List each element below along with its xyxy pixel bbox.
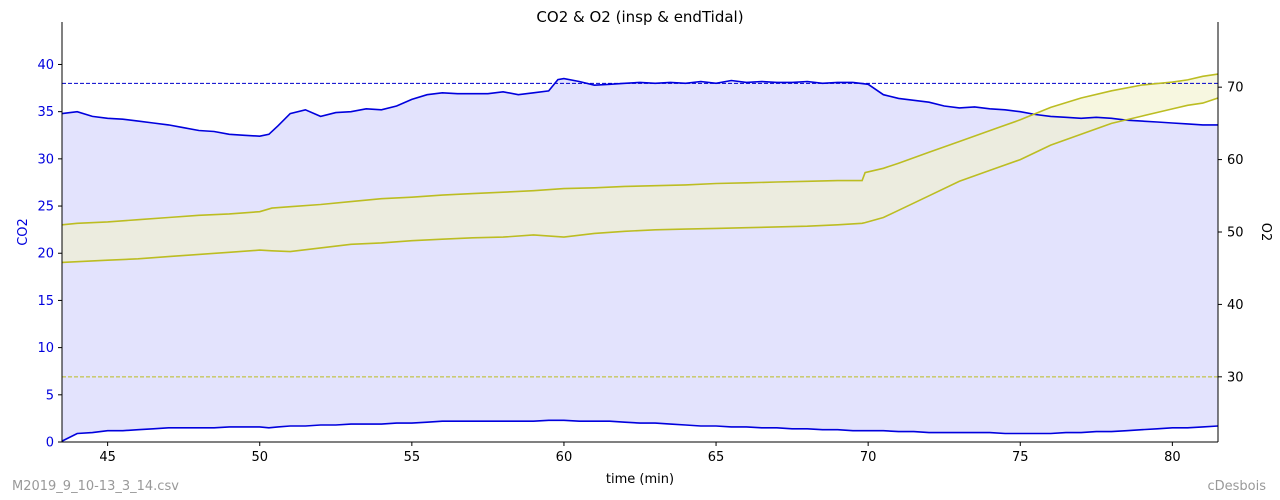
series-1-lower-line (61, 97, 1219, 264)
y-left-tick-label-35: 35 (37, 105, 54, 120)
y-right-tick-label-30: 30 (1227, 370, 1244, 385)
x-tick-label-45: 45 (99, 450, 116, 465)
x-tick-label-70: 70 (860, 450, 877, 465)
axes: 45 50 55 60 65 70 75 80 0 5 10 15 20 25 30 35 40 30 40 50 60… (37, 22, 1244, 465)
y-right-tick-label-70: 70 (1227, 81, 1244, 96)
source-file-label: M2019_9_10-13_3_14.csv (12, 479, 179, 494)
x-tick-label-55: 55 (404, 450, 421, 465)
y-left-tick-label-15: 15 (37, 294, 54, 309)
y-left-tick-label-25: 25 (37, 200, 54, 215)
x-tick-label-50: 50 (251, 450, 268, 465)
y-left-tick-label-0: 0 (46, 436, 54, 451)
series-1-upper-line (61, 73, 1219, 226)
y-left-tick-label-5: 5 (46, 388, 54, 403)
y-left-tick-label-40: 40 (37, 58, 54, 73)
author-label: cDesbois (1207, 479, 1266, 494)
y-right-tick-label-50: 50 (1227, 226, 1244, 241)
x-tick-label-65: 65 (708, 450, 725, 465)
x-axis-label: time (min) (606, 472, 674, 487)
x-tick-label-75: 75 (1012, 450, 1029, 465)
y-right-tick-label-60: 60 (1227, 153, 1244, 168)
series-0-upper-line (61, 77, 1218, 138)
series-lines (61, 73, 1219, 442)
series-1-fill-area (62, 74, 1218, 263)
reference-lines (62, 82, 1218, 378)
y-left-tick-label-20: 20 (37, 247, 54, 262)
y-axis-left-label: CO2 (16, 218, 31, 246)
series-0-lower-line (61, 419, 1219, 442)
fill-areas (62, 74, 1218, 442)
y-left-tick-label-10: 10 (37, 341, 54, 356)
x-tick-label-60: 60 (556, 450, 573, 465)
x-tick-label-80: 80 (1164, 450, 1181, 465)
y-right-tick-label-40: 40 (1227, 298, 1244, 313)
y-left-tick-label-30: 30 (37, 152, 54, 167)
chart-title: CO2 & O2 (insp & endTidal) (536, 8, 743, 26)
y-axis-right-label: O2 (1258, 223, 1273, 242)
